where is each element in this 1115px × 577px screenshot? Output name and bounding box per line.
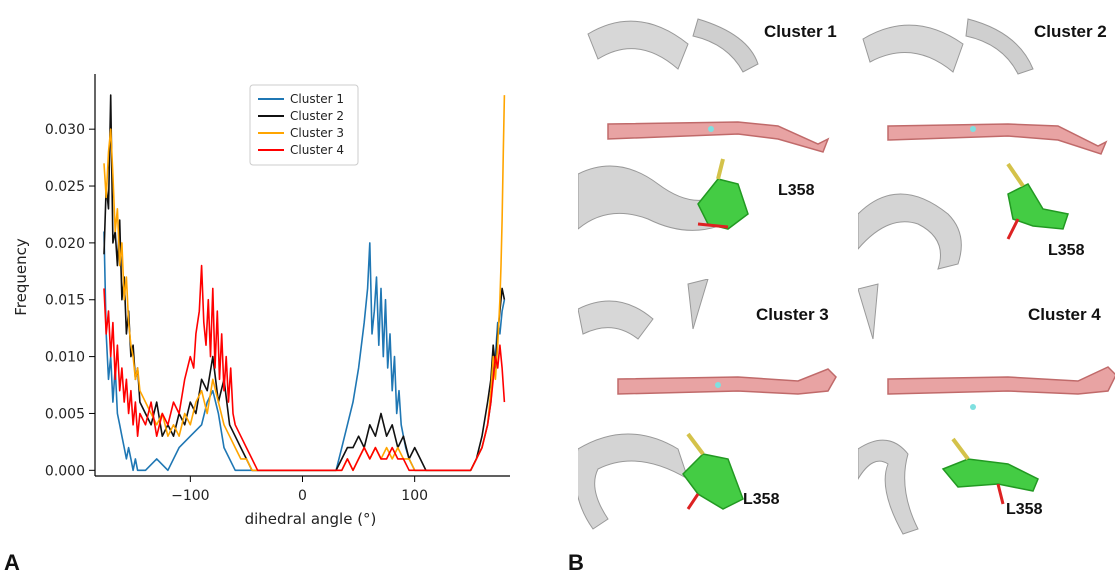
- y-tick-label-5: 0.025: [45, 179, 85, 195]
- legend: Cluster 1 Cluster 2 Cluster 3 Cluster 4: [249, 84, 359, 166]
- cluster-2-residue-label: L358: [1048, 242, 1085, 259]
- cluster-4-structure-image: [858, 283, 1115, 535]
- y-tick-label-2: 0.010: [45, 350, 85, 366]
- structure-cell-1: Cluster 1 L358: [578, 14, 846, 279]
- series-line-1: [103, 231, 506, 472]
- series-line-4: [103, 264, 506, 472]
- cluster-4-residue-label: L358: [1006, 501, 1043, 518]
- cluster-3-structure-image: [578, 279, 837, 530]
- panel-b-label: B: [568, 550, 584, 575]
- panel-a-label: A: [4, 550, 20, 575]
- y-tick-label-1: 0.005: [45, 406, 85, 422]
- cluster-1-residue-label: L358: [778, 182, 815, 199]
- x-tick-label-2: 100: [401, 488, 428, 504]
- dihedral-frequency-chart: 0.000 0.005 0.010 0.015 0.020 0.025 0.030 −100 0…: [12, 74, 510, 528]
- x-axis-label: dihedral angle (°): [245, 510, 377, 528]
- structure-cell-2: Cluster 2 L358: [858, 14, 1115, 279]
- cluster-3-title: Cluster 3: [756, 305, 829, 324]
- structure-cell-4: Cluster 4 L358: [858, 279, 1115, 544]
- y-tick-label-3: 0.015: [45, 293, 85, 309]
- legend-label-1: Cluster 1: [290, 92, 344, 106]
- x-tick-label-1: 0: [298, 488, 307, 504]
- structure-panel: Cluster 1 L358 Cluster 2 L358 Cluster 3: [578, 14, 1115, 544]
- y-tick-label-0: 0.000: [45, 463, 85, 479]
- y-tick-label-4: 0.020: [45, 236, 85, 252]
- cluster-4-title: Cluster 4: [1028, 305, 1101, 324]
- y-tick-label-6: 0.030: [45, 122, 85, 138]
- legend-label-4: Cluster 4: [290, 143, 344, 157]
- y-axis-label: Frequency: [12, 238, 30, 316]
- axes: 0.000 0.005 0.010 0.015 0.020 0.025 0.030 −100 0…: [12, 74, 510, 528]
- x-tick-label-0: −100: [171, 488, 209, 504]
- legend-label-2: Cluster 2: [290, 109, 344, 123]
- cluster-3-residue-label: L358: [743, 491, 780, 508]
- structure-cell-3: Cluster 3 L358: [578, 279, 846, 544]
- plot-area: [103, 94, 506, 472]
- cluster-2-title: Cluster 2: [1034, 22, 1107, 41]
- cluster-1-title: Cluster 1: [764, 22, 837, 41]
- legend-box: [249, 84, 359, 166]
- cluster-1-structure-image: [578, 18, 830, 231]
- cluster-2-structure-image: [858, 18, 1108, 270]
- legend-label-3: Cluster 3: [290, 126, 344, 140]
